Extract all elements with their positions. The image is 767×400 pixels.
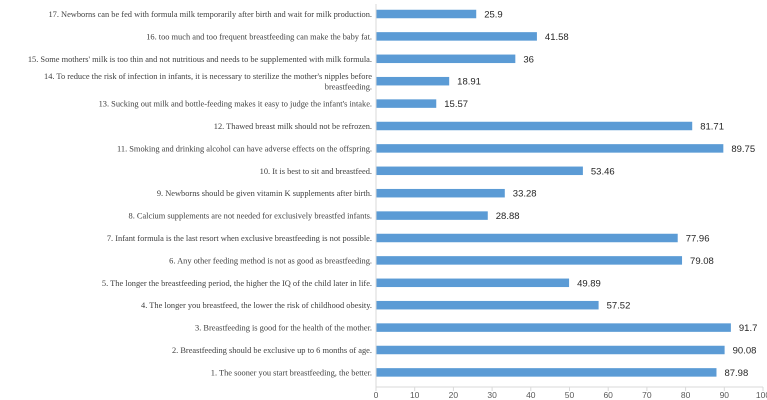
- x-tick-label: 30: [487, 390, 497, 400]
- value-label: 77.96: [686, 234, 710, 245]
- category-label: 2. Breastfeeding should be exclusive up …: [172, 346, 372, 355]
- value-label: 53.46: [591, 166, 615, 177]
- category-label: 3. Breastfeeding is good for the health …: [195, 324, 372, 333]
- x-tick-label: 60: [603, 390, 613, 400]
- category-label: 13. Sucking out milk and bottle-feeding …: [99, 100, 372, 109]
- category-label: 11. Smoking and drinking alcohol can hav…: [117, 144, 372, 153]
- value-label: 25.9: [484, 10, 503, 21]
- value-label: 79.08: [690, 256, 714, 267]
- bar: [376, 121, 693, 131]
- bars: [376, 9, 731, 377]
- bar: [376, 278, 570, 288]
- x-tick-label: 100: [756, 390, 767, 400]
- category-labels: 17. Newborns can be fed with formula mil…: [28, 10, 372, 377]
- value-label: 28.88: [496, 211, 520, 222]
- bar: [376, 32, 537, 41]
- value-label: 49.89: [577, 278, 601, 289]
- x-tick-label: 0: [374, 390, 379, 400]
- value-label: 33.28: [513, 189, 537, 200]
- bar: [376, 300, 599, 310]
- category-label: 17. Newborns can be fed with formula mil…: [48, 10, 372, 19]
- x-tick-label: 20: [449, 390, 459, 400]
- x-tick-label: 80: [681, 390, 691, 400]
- bar: [376, 211, 488, 220]
- bar: [376, 76, 450, 86]
- x-tick-label: 90: [720, 390, 730, 400]
- value-label: 57.52: [607, 301, 631, 312]
- value-label: 15.57: [444, 99, 468, 110]
- bar: [376, 166, 583, 176]
- category-label: 14. To reduce the risk of infection in i…: [44, 72, 372, 92]
- x-tick-label: 40: [526, 390, 536, 400]
- category-label: 8. Calcium supplements are not needed fo…: [129, 212, 373, 221]
- x-axis: 0 10 20 30 40 50 60 70 80 90 100: [374, 4, 767, 400]
- category-label: 10. It is best to sit and breastfeed.: [260, 167, 372, 176]
- value-label: 81.71: [700, 122, 724, 133]
- bar: [376, 99, 437, 108]
- bar: [376, 188, 505, 198]
- category-label: 4. The longer you breastfeed, the lower …: [141, 301, 372, 310]
- bar: [376, 9, 477, 19]
- category-label: 12. Thawed breast milk should not be ref…: [214, 122, 372, 131]
- value-label: 41.58: [545, 32, 569, 43]
- category-label: 5. The longer the breastfeeding period, …: [102, 279, 372, 288]
- value-labels: 25.9 41.58 36 18.91 15.57 81.71 89.75 53.46 33.2…: [444, 10, 757, 379]
- value-label: 87.98: [724, 368, 748, 379]
- value-label: 36: [523, 54, 534, 65]
- category-label: 6. Any other feeding method is not as go…: [169, 256, 372, 265]
- category-label: 9. Newborns should be given vitamin K su…: [157, 189, 372, 198]
- bar: [376, 368, 717, 377]
- category-label: 15. Some mothers' milk is too thin and n…: [28, 55, 372, 64]
- value-label: 90.08: [733, 346, 757, 357]
- value-label: 18.91: [457, 77, 481, 88]
- bar: [376, 323, 731, 332]
- bar: [376, 54, 516, 64]
- bar: [376, 256, 683, 265]
- bar: [376, 345, 725, 355]
- x-tick-label: 50: [565, 390, 575, 400]
- bar: [376, 233, 678, 243]
- category-label: 16. too much and too frequent breastfeed…: [146, 32, 372, 41]
- value-label: 89.75: [731, 144, 755, 155]
- bar: [376, 144, 724, 153]
- value-label: 91.7: [739, 323, 758, 334]
- category-label: 7. Infant formula is the last resort whe…: [107, 234, 372, 243]
- x-tick-label: 10: [410, 390, 420, 400]
- category-label: 1. The sooner you start breastfeeding, t…: [211, 368, 372, 377]
- x-tick-label: 70: [642, 390, 652, 400]
